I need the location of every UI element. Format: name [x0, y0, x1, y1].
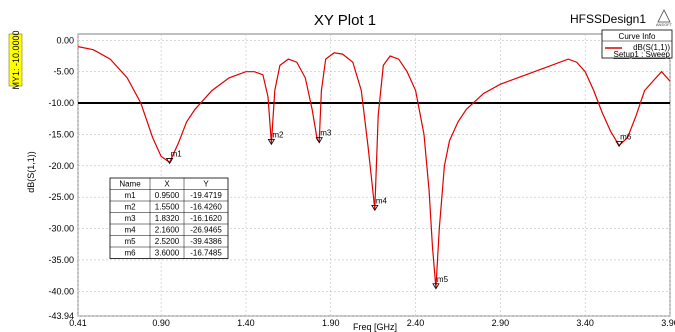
- y-tick-label: -40.00: [48, 286, 74, 296]
- marker-points: m1 m2 m3 m4 m5 m6: [165, 129, 632, 290]
- design-name: HFSSDesign1: [570, 12, 646, 26]
- grid-lines: [77, 34, 671, 317]
- marker-table-cell: m6: [124, 249, 136, 258]
- x-tick-label: 2.90: [492, 318, 510, 328]
- ansoft-logo-icon: ANSOFT: [656, 9, 673, 27]
- marker-table-header: Y: [203, 180, 209, 189]
- marker-m6-label: m6: [620, 132, 632, 141]
- legend-box: [601, 29, 673, 59]
- marker-m1-point[interactable]: [165, 158, 174, 165]
- marker-m6-point[interactable]: [615, 140, 623, 148]
- y-tick-label: -20.00: [48, 161, 74, 171]
- marker-table-cell: 2.1600: [155, 226, 180, 235]
- legend[interactable]: Curve Info dB(S(1,1)) Setup1 : Sweep: [601, 29, 673, 59]
- marker-line-label-text: MY1: -10.0000: [11, 30, 21, 89]
- marker-table-cell: 1.5500: [155, 203, 180, 212]
- marker-table-cell: -39.4386: [190, 237, 222, 246]
- marker-m4-label: m4: [376, 196, 388, 205]
- marker-table-cell: -16.1620: [190, 214, 222, 223]
- y-tick-label: -10.00: [48, 98, 74, 108]
- marker-m5-label: m5: [437, 275, 449, 284]
- x-tick-label: 0.90: [152, 318, 170, 328]
- x-tick-labels: 0.41 0.90 1.40 1.90 2.40 2.90 3.40 3.90: [69, 318, 675, 328]
- marker-table-cell: m2: [124, 203, 136, 212]
- marker-m3-point[interactable]: [315, 137, 323, 144]
- legend-title: Curve Info: [619, 32, 656, 41]
- marker-line-label[interactable]: MY1: -10.0000: [8, 30, 23, 90]
- marker-line-label-bg: [8, 33, 23, 87]
- marker-table-cell: 2.5200: [155, 237, 180, 246]
- x-tick-label: 3.90: [661, 318, 675, 328]
- marker-m5-point[interactable]: [432, 283, 440, 290]
- marker-table[interactable]: Name X Ym1 0.9500 -19.4719 m2 1.5500 -16.4260 m3…: [109, 177, 229, 259]
- y-axis-label: dB(S(1,1)): [26, 151, 36, 193]
- marker-table-cell: -26.9465: [190, 226, 222, 235]
- y-tick-label: -15.00: [48, 129, 74, 139]
- legend-series-label: dB(S(1,1)): [633, 43, 670, 52]
- marker-m1-label: m1: [171, 149, 183, 158]
- x-tick-label: 2.40: [407, 318, 425, 328]
- marker-m4-point[interactable]: [371, 204, 379, 212]
- series-line-dbs11: [77, 46, 671, 288]
- y-tick-label: -25.00: [48, 192, 74, 202]
- marker-table-cell: m5: [124, 237, 136, 246]
- x-tick-label: 1.40: [237, 318, 255, 328]
- marker-table-box: [109, 177, 229, 259]
- x-axis-label: Freq [GHz]: [353, 322, 397, 332]
- x-tick-label: 3.40: [576, 318, 594, 328]
- marker-m3-label: m3: [320, 129, 332, 138]
- marker-table-cell: m1: [124, 191, 136, 200]
- y-tick-label: 0.00: [56, 35, 74, 45]
- marker-table-cell: 0.9500: [155, 191, 180, 200]
- svg-text:ANSOFT: ANSOFT: [656, 22, 673, 27]
- y-tick-labels: 0.00 -5.00 -10.00 -15.00 -20.00 -25.00 -30.00 -…: [48, 35, 74, 321]
- marker-table-cell: 1.8320: [155, 214, 180, 223]
- y-tick-label: -43.94: [48, 311, 74, 321]
- marker-table-cell: m4: [124, 226, 136, 235]
- x-tick-label: 0.41: [69, 318, 87, 328]
- marker-table-cell: m3: [124, 214, 136, 223]
- marker-m2-label: m2: [272, 130, 284, 139]
- plot-title: XY Plot 1: [314, 12, 376, 29]
- marker-table-header: X: [164, 180, 170, 189]
- marker-table-cell: -16.4260: [190, 203, 222, 212]
- marker-table-header: Name: [119, 180, 141, 189]
- legend-setup-label: Setup1 : Sweep: [614, 50, 671, 59]
- y-tick-label: -30.00: [48, 224, 74, 234]
- marker-table-cell: -19.4719: [190, 191, 222, 200]
- marker-m2-point[interactable]: [267, 138, 276, 146]
- y-tick-label: -5.00: [53, 67, 74, 77]
- y-tick-label: -35.00: [48, 255, 74, 265]
- marker-table-cell: 3.6000: [155, 249, 180, 258]
- marker-table-cell: -16.7485: [190, 249, 222, 258]
- x-tick-label: 1.90: [322, 318, 340, 328]
